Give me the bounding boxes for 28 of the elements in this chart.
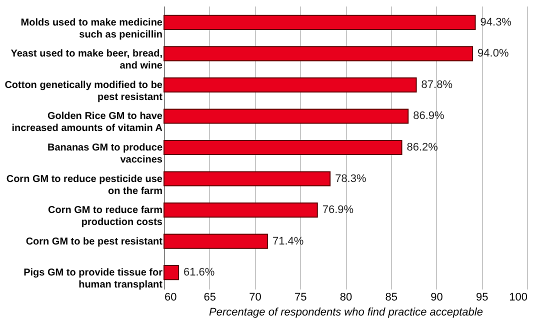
data-label: 94.0%: [478, 48, 509, 60]
y-tick-label: Corn GM to be pest resistant: [26, 236, 164, 248]
y-tick-label: Pigs GM to provide tissue for human transplant: [24, 268, 164, 291]
x-tick-label: 85: [385, 292, 398, 304]
data-label: 87.8%: [421, 78, 453, 91]
data-label: 61.6%: [184, 266, 215, 279]
x-tick-label: 60: [164, 292, 177, 304]
y-tick-label: Corn GM to reduce farm production costs: [48, 205, 163, 228]
y-tick-label: Yeast used to make beer, bread, and wine: [10, 48, 163, 72]
y-tick-label: Corn GM to reduce pesticide use on the farm: [6, 174, 163, 197]
data-label: 78.3%: [335, 172, 366, 185]
x-tick-label: 100: [509, 292, 528, 304]
data-label: 86.2%: [406, 142, 438, 154]
y-tick-label: Molds used to make medicine such as penicillin: [20, 17, 163, 40]
x-tick-label: 90: [430, 292, 443, 304]
x-tick-label: 95: [476, 292, 488, 304]
x-tick-label: 65: [204, 292, 216, 304]
x-axis-title: Percentage of respondents who find practice acceptable: [209, 306, 483, 318]
x-tick-label: 80: [340, 292, 352, 304]
data-label: 71.4%: [272, 235, 304, 248]
y-tick-label: Bananas GM to produce vaccines: [47, 142, 163, 166]
data-label: 76.9%: [322, 204, 354, 216]
data-label: 94.3%: [480, 16, 512, 28]
data-label: 86.9%: [413, 110, 445, 122]
x-tick-label: 70: [249, 292, 262, 304]
x-tick-label: 75: [294, 292, 307, 304]
y-tick-label: Golden Rice GM to have increased amounts of vitamin A: [12, 111, 163, 134]
y-tick-label: Cotton genetically modified to be pest resistant: [4, 80, 164, 103]
